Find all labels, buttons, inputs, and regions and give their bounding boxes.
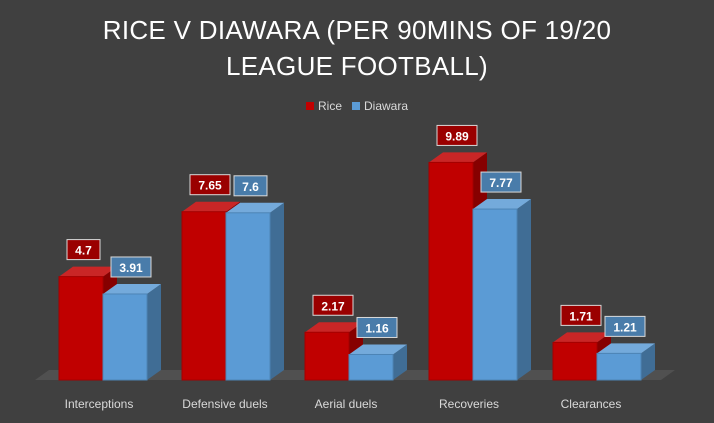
bar-clearances-rice	[552, 341, 598, 381]
data-label-defensive-duels-rice: 7.65	[198, 179, 222, 193]
bar-aerial-duels-rice	[304, 331, 350, 381]
bar-top-defensive-duels-rice	[182, 201, 240, 212]
data-label-box-aerial-duels-diawara	[356, 316, 398, 338]
data-label-aerial-duels-rice: 2.17	[321, 299, 345, 313]
legend-label-rice: Rice	[317, 99, 342, 113]
data-label-box-defensive-duels-rice	[189, 174, 231, 196]
category-label-aerial-duels: Aerial duels	[315, 397, 378, 411]
data-label-box-interceptions-rice	[66, 239, 101, 261]
bar-side-interceptions-diawara	[147, 283, 161, 380]
bar-side-defensive-duels-diawara	[270, 202, 284, 380]
legend-swatch-diawara	[352, 102, 360, 110]
chart-legend: Rice Diawara	[0, 99, 714, 113]
bar-top-aerial-duels-diawara	[349, 344, 407, 355]
bar-clearances-diawara	[596, 352, 642, 381]
data-label-interceptions-rice: 4.7	[75, 244, 92, 258]
data-label-box-recoveries-diawara	[480, 171, 522, 193]
data-label-aerial-duels-diawara: 1.16	[365, 321, 389, 335]
data-label-recoveries-diawara: 7.77	[489, 176, 513, 190]
bar-top-defensive-duels-diawara	[226, 202, 284, 213]
data-label-box-recoveries-rice	[436, 124, 478, 146]
category-label-recoveries: Recoveries	[439, 397, 499, 411]
data-label-box-interceptions-diawara	[110, 256, 152, 278]
bar-top-interceptions-diawara	[103, 283, 161, 294]
bar-recoveries-rice	[428, 161, 474, 381]
bar-side-aerial-duels-diawara	[393, 344, 407, 380]
data-label-interceptions-diawara: 3.91	[119, 261, 143, 275]
bar-top-aerial-duels-rice	[305, 322, 363, 333]
bar-defensive-duels-diawara	[225, 212, 271, 381]
data-label-clearances-diawara: 1.21	[613, 320, 637, 334]
bar-top-recoveries-rice	[429, 152, 487, 163]
bar-aerial-duels-diawara	[348, 353, 394, 381]
category-label-defensive-duels: Defensive duels	[182, 397, 267, 411]
legend-label-diawara: Diawara	[364, 99, 409, 113]
data-label-box-aerial-duels-rice	[312, 294, 354, 316]
category-label-clearances: Clearances	[561, 397, 622, 411]
bar-recoveries-diawara	[472, 208, 518, 381]
data-label-defensive-duels-diawara: 7.6	[242, 180, 259, 194]
category-label-interceptions: Interceptions	[65, 397, 134, 411]
chart-title: RICE V DIAWARA (PER 90MINS OF 19/20 LEAG…	[0, 12, 714, 84]
bar-interceptions-diawara	[102, 293, 148, 381]
data-label-box-clearances-rice	[560, 304, 602, 326]
chart-title-line-1: RICE V DIAWARA (PER 90MINS OF 19/20	[102, 15, 612, 45]
data-label-recoveries-rice: 9.89	[445, 129, 469, 143]
data-label-box-clearances-diawara	[604, 315, 646, 337]
bar-top-interceptions-rice	[59, 266, 117, 277]
bar-side-clearances-diawara	[641, 343, 655, 380]
legend-entry-diawara: Diawara	[352, 99, 408, 113]
legend-entry-rice: Rice	[305, 99, 342, 113]
data-label-box-defensive-duels-diawara	[233, 175, 268, 197]
bar-top-clearances-diawara	[597, 343, 655, 354]
chart-title-line-2: LEAGUE FOOTBALL)	[226, 51, 488, 81]
bar-top-recoveries-diawara	[473, 199, 531, 210]
bar-defensive-duels-rice	[181, 211, 227, 381]
data-label-clearances-rice: 1.71	[569, 309, 593, 323]
bar-side-recoveries-diawara	[517, 199, 531, 380]
bar-top-clearances-rice	[553, 332, 611, 343]
legend-swatch-rice	[305, 102, 314, 110]
bar-interceptions-rice	[58, 276, 104, 381]
